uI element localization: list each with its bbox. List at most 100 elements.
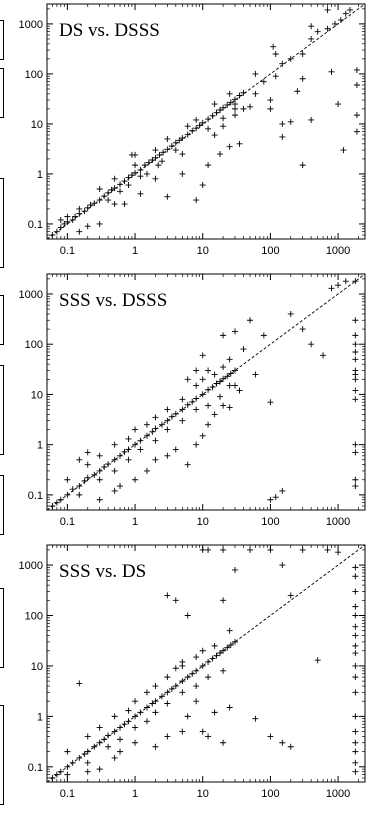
- data-point: [121, 448, 128, 455]
- data-point: [172, 139, 179, 146]
- data-point: [96, 724, 103, 731]
- data-point: [240, 105, 247, 112]
- data-point: [224, 101, 231, 108]
- data-point: [57, 216, 64, 223]
- data-point: [117, 483, 124, 490]
- data-point: [152, 456, 159, 463]
- data-point: [352, 348, 359, 355]
- data-point: [287, 743, 294, 750]
- data-point: [337, 16, 344, 23]
- y-tick-label: 1: [37, 711, 43, 723]
- data-point: [132, 713, 139, 720]
- data-point: [199, 182, 206, 189]
- data-point: [76, 754, 83, 761]
- data-point: [220, 667, 227, 674]
- data-point: [121, 178, 128, 185]
- data-point: [189, 398, 196, 405]
- data-point: [352, 396, 359, 403]
- data-point: [252, 70, 259, 77]
- data-point: [352, 623, 359, 630]
- data-point: [352, 449, 359, 456]
- data-point: [132, 169, 139, 176]
- data-point: [64, 491, 71, 498]
- data-point: [184, 401, 191, 408]
- x-tick-label: 10: [197, 516, 209, 528]
- data-point: [224, 644, 231, 651]
- data-point: [69, 216, 76, 223]
- data-point: [209, 384, 216, 391]
- data-point: [196, 122, 203, 129]
- data-point: [105, 461, 112, 468]
- data-point: [193, 395, 200, 402]
- data-point: [199, 376, 206, 383]
- data-point: [143, 432, 150, 439]
- data-point: [352, 483, 359, 490]
- data-point: [164, 689, 171, 696]
- y-tick-label: 100: [25, 339, 43, 351]
- data-point: [240, 346, 247, 353]
- data-point: [335, 282, 342, 289]
- data-point: [352, 317, 359, 324]
- data-point: [143, 718, 150, 725]
- data-point: [226, 404, 233, 411]
- data-point: [69, 486, 76, 493]
- left-edge-bracket: [0, 475, 4, 535]
- data-point: [184, 376, 191, 383]
- data-point: [211, 371, 218, 378]
- data-point: [342, 10, 349, 17]
- data-point: [84, 759, 91, 766]
- data-point: [220, 402, 227, 409]
- data-point: [156, 151, 163, 158]
- data-point: [117, 748, 124, 755]
- data-point: [352, 341, 359, 348]
- data-point: [143, 467, 150, 474]
- data-point: [184, 713, 191, 720]
- x-tick-label: 1000: [326, 516, 350, 528]
- data-point: [111, 201, 118, 208]
- data-point: [96, 496, 103, 503]
- y-tick-label: 1000: [19, 19, 43, 31]
- data-point: [96, 185, 103, 192]
- data-point: [205, 402, 212, 409]
- data-point: [279, 739, 286, 746]
- data-point: [216, 393, 223, 400]
- data-point: [152, 698, 159, 705]
- data-point: [57, 768, 64, 775]
- plot-frame: [46, 544, 366, 783]
- data-point: [220, 332, 227, 339]
- data-point: [143, 421, 150, 428]
- data-point: [111, 185, 118, 192]
- data-point: [352, 278, 359, 285]
- data-point: [216, 106, 223, 113]
- data-point: [132, 441, 139, 448]
- data-point: [252, 90, 259, 97]
- data-point: [96, 739, 103, 746]
- x-tick-label: 100: [261, 788, 279, 800]
- data-point: [184, 612, 191, 619]
- data-point: [164, 733, 171, 740]
- panel-sss-vs-ds: 0.1 1 10 100 1000 0.1 1 10 100 1000 SSS vs. DS: [19, 544, 366, 800]
- data-point: [96, 467, 103, 474]
- data-point: [299, 326, 306, 333]
- data-point: [232, 566, 239, 573]
- data-point: [308, 35, 315, 42]
- data-point: [193, 406, 200, 413]
- data-point: [346, 6, 353, 13]
- data-point: [352, 674, 359, 681]
- data-point: [168, 685, 175, 692]
- data-point: [308, 23, 315, 30]
- data-point: [64, 218, 71, 225]
- data-point: [287, 310, 294, 317]
- data-point: [111, 456, 118, 463]
- data-point: [84, 768, 91, 775]
- data-point: [108, 186, 115, 193]
- data-point: [352, 713, 359, 720]
- data-point: [172, 597, 179, 604]
- left-edge-bracket: [0, 588, 4, 668]
- data-point: [220, 546, 227, 553]
- data-point: [299, 75, 306, 82]
- data-point: [155, 162, 162, 169]
- data-point: [353, 82, 360, 89]
- data-point: [199, 728, 206, 735]
- y-tick-label: 10: [31, 389, 43, 401]
